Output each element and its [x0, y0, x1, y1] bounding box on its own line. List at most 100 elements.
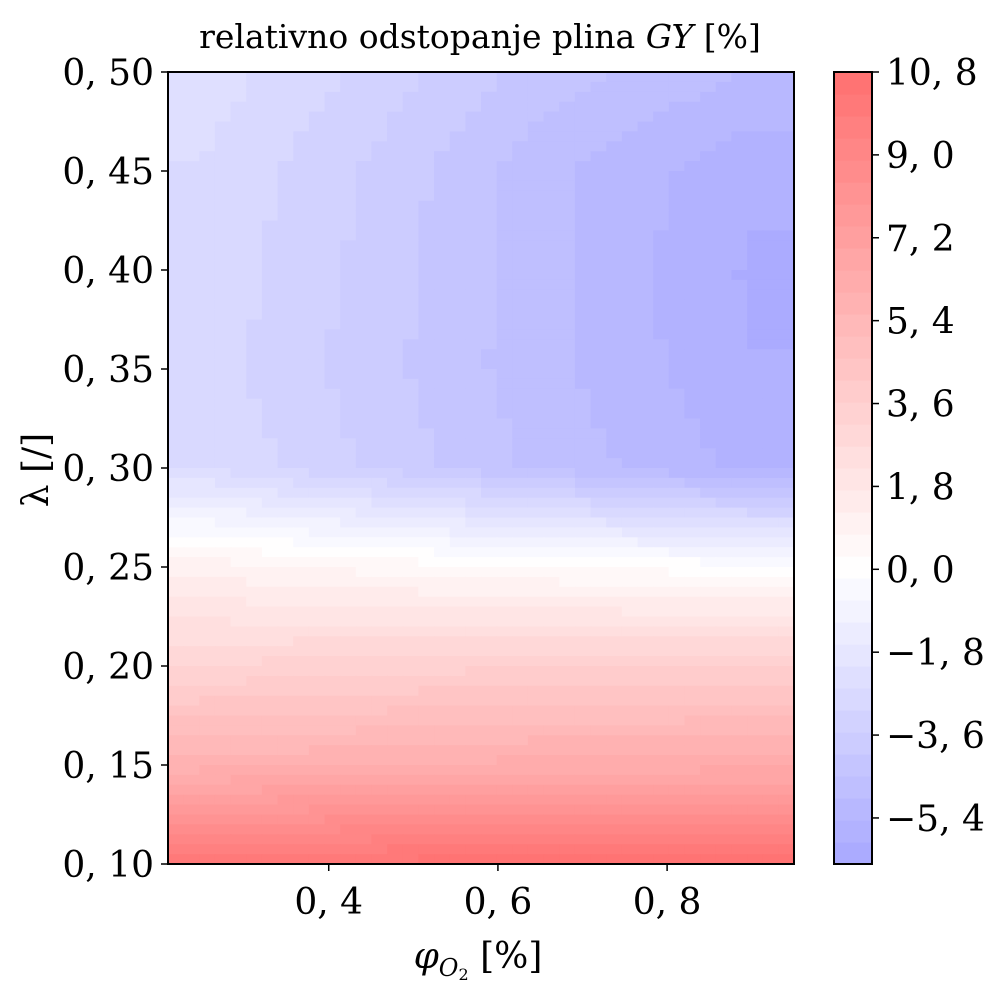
- heatmap-cell: [684, 557, 701, 568]
- heatmap-cell: [731, 507, 748, 519]
- heatmap-cell: [684, 151, 701, 162]
- heatmap-cell: [559, 388, 576, 400]
- heatmap-cell: [481, 91, 498, 103]
- heatmap-cell: [449, 309, 466, 321]
- colorbar-band: [834, 776, 872, 799]
- heatmap-cell: [418, 596, 435, 608]
- heatmap-cell: [214, 774, 232, 786]
- heatmap-cell: [402, 299, 419, 311]
- heatmap-cell: [527, 606, 545, 618]
- heatmap-cell: [449, 814, 466, 825]
- heatmap-cell: [668, 468, 686, 479]
- heatmap-cell: [778, 299, 794, 311]
- heatmap-cell: [778, 735, 794, 746]
- heatmap-cell: [653, 804, 670, 816]
- heatmap-cell: [621, 438, 639, 449]
- heatmap-cell: [340, 260, 357, 271]
- heatmap-cell: [496, 111, 513, 123]
- heatmap-cell: [668, 111, 686, 123]
- heatmap-cell: [340, 567, 357, 578]
- heatmap-cell: [340, 359, 357, 370]
- heatmap-cell: [747, 72, 764, 83]
- heatmap-cell: [543, 784, 560, 796]
- heatmap-cell: [543, 230, 560, 241]
- heatmap-cell: [747, 745, 764, 756]
- heatmap-cell: [715, 161, 732, 172]
- heatmap-cell: [293, 190, 310, 202]
- heatmap-cell: [621, 329, 639, 340]
- heatmap-cell: [496, 289, 513, 301]
- heatmap-cell: [465, 230, 482, 241]
- heatmap-cell: [731, 616, 748, 627]
- heatmap-cell: [668, 250, 686, 261]
- heatmap-cell: [590, 834, 607, 845]
- heatmap-cell: [512, 844, 529, 855]
- heatmap-cell: [434, 111, 451, 123]
- heatmap-cell: [590, 636, 607, 647]
- heatmap-cell: [668, 339, 686, 350]
- heatmap-cell: [653, 111, 670, 123]
- heatmap-cell: [465, 250, 482, 261]
- heatmap-cell: [527, 715, 545, 726]
- heatmap-cell: [418, 547, 435, 558]
- heatmap-cell: [574, 646, 592, 657]
- heatmap-cell: [230, 250, 247, 261]
- heatmap-cell: [684, 507, 701, 519]
- heatmap-cell: [606, 765, 623, 776]
- heatmap-cell: [700, 428, 717, 439]
- heatmap-cell: [340, 705, 357, 717]
- heatmap-cell: [731, 656, 748, 667]
- heatmap-cell: [747, 576, 764, 588]
- heatmap-cell: [308, 468, 326, 479]
- colorbar-band: [834, 534, 872, 557]
- heatmap-cell: [324, 418, 341, 429]
- heatmap-cell: [700, 735, 717, 746]
- heatmap-cell: [543, 180, 560, 192]
- heatmap-cell: [778, 725, 794, 736]
- heatmap-cell: [387, 121, 404, 132]
- heatmap-cell: [246, 428, 263, 439]
- heatmap-cell: [355, 666, 373, 677]
- heatmap-cell: [700, 844, 717, 855]
- heatmap-cell: [277, 537, 294, 548]
- heatmap-cell: [590, 547, 607, 558]
- heatmap-cell: [747, 547, 764, 558]
- heatmap-cell: [684, 398, 701, 410]
- heatmap-cell: [277, 448, 294, 459]
- heatmap-cell: [715, 289, 732, 301]
- heatmap-cell: [778, 349, 794, 360]
- heatmap-cell: [668, 121, 686, 132]
- heatmap-cell: [371, 240, 388, 251]
- heatmap-cell: [731, 705, 748, 717]
- heatmap-cell: [199, 626, 216, 637]
- heatmap-cell: [308, 685, 326, 697]
- heatmap-cell: [574, 497, 592, 509]
- heatmap-cell: [214, 131, 232, 142]
- heatmap-cell: [512, 230, 529, 241]
- heatmap-cell: [199, 438, 216, 449]
- heatmap-cell: [747, 171, 764, 182]
- heatmap-cell: [481, 408, 498, 420]
- heatmap-cell: [481, 576, 498, 588]
- heatmap-cell: [481, 606, 498, 618]
- heatmap-cell: [700, 121, 717, 132]
- heatmap-cell: [559, 359, 576, 370]
- heatmap-cell: [230, 210, 247, 222]
- heatmap-cell: [747, 378, 764, 390]
- heatmap-cell: [355, 240, 373, 251]
- heatmap-cell: [293, 695, 310, 707]
- heatmap-cell: [371, 299, 388, 311]
- heatmap-cell: [606, 299, 623, 311]
- heatmap-cell: [449, 151, 466, 162]
- heatmap-cell: [512, 666, 529, 677]
- heatmap-cell: [668, 190, 686, 202]
- heatmap-cell: [402, 646, 419, 657]
- heatmap-cell: [684, 240, 701, 251]
- heatmap-cell: [606, 250, 623, 261]
- heatmap-cell: [700, 626, 717, 637]
- heatmap-cell: [481, 636, 498, 647]
- heatmap-cell: [199, 636, 216, 647]
- heatmap-cell: [778, 309, 794, 321]
- heatmap-cell: [512, 586, 529, 598]
- heatmap-cell: [183, 547, 200, 558]
